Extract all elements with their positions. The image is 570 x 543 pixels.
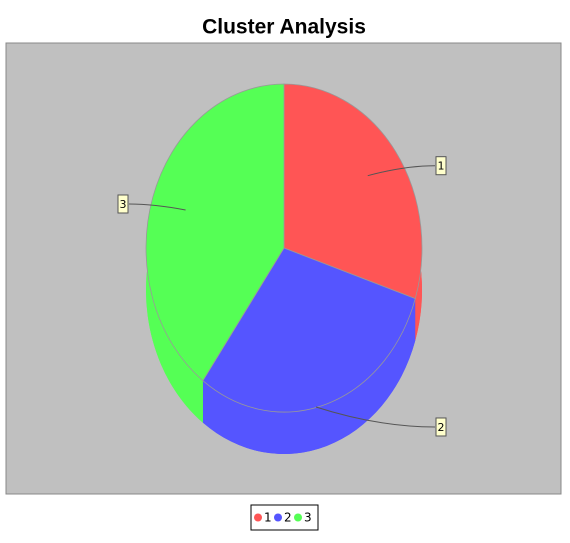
- slice: [202, 247, 416, 413]
- slice-label: 2: [438, 421, 445, 434]
- slice: [145, 83, 285, 382]
- labels: 1 2 3: [117, 156, 447, 437]
- legend-label: 1: [264, 511, 272, 525]
- legend-swatch: [254, 513, 262, 522]
- slice-side: [202, 298, 416, 454]
- leader-line: [128, 203, 186, 211]
- legend-swatch: [274, 513, 282, 522]
- chart-title: Cluster Analysis: [202, 16, 366, 39]
- leader-line: [315, 406, 436, 428]
- label-box: [435, 156, 447, 176]
- legend: [250, 504, 319, 531]
- pie: [145, 83, 423, 454]
- leader-line: [367, 165, 436, 177]
- legend-label: 2: [284, 511, 292, 525]
- slice-label: 3: [120, 198, 127, 211]
- slice: [283, 83, 423, 300]
- legend-swatch: [294, 513, 302, 522]
- label-box: [435, 417, 447, 437]
- label-box: [117, 194, 129, 214]
- slice-label: 1: [438, 160, 445, 173]
- legend-label: 3: [304, 511, 312, 525]
